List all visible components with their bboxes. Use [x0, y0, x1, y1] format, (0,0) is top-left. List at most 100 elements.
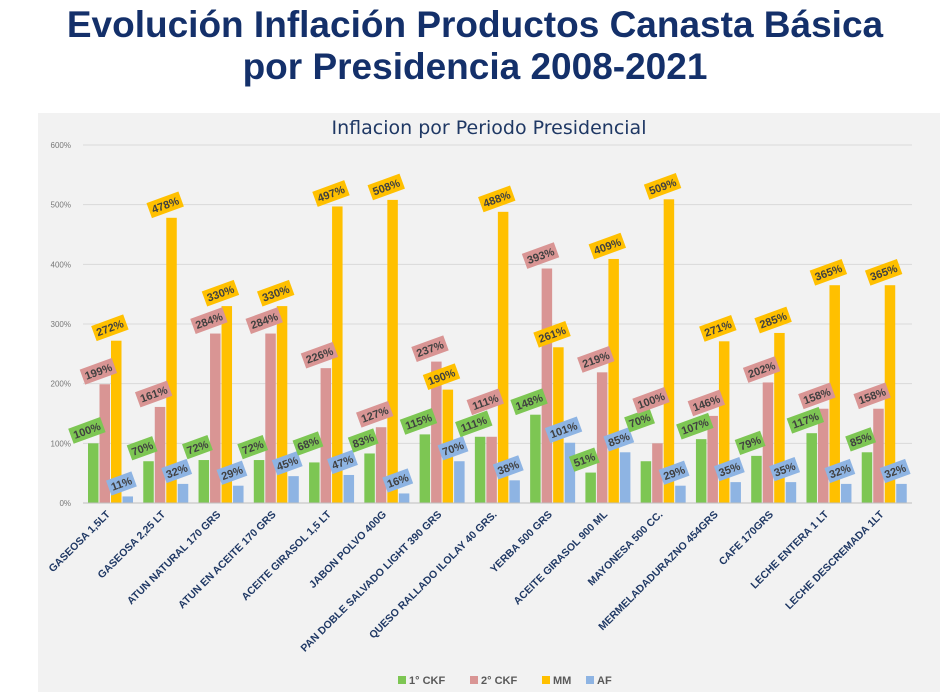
bar-MM-14	[884, 285, 896, 503]
bar-2CKF-8	[541, 268, 553, 503]
data-label: 79%	[734, 430, 766, 456]
bar-1CKF-1	[143, 461, 154, 503]
data-label-bg	[382, 468, 414, 493]
data-label-bg	[161, 458, 193, 484]
bar-AF-1	[177, 483, 189, 503]
data-label: 47%	[327, 449, 358, 475]
data-label: 488%	[478, 185, 516, 213]
data-label-bg	[544, 416, 583, 444]
chart-area: Inflacion por Periodo Presidencial 0% 100%…	[38, 113, 940, 692]
legend-swatch	[470, 676, 478, 684]
data-label: 85%	[845, 427, 877, 452]
bar-AF-14	[896, 483, 907, 503]
bar-1CKF-7	[474, 436, 486, 503]
data-label: 29%	[658, 460, 690, 485]
bar-AF-5	[398, 493, 410, 503]
bar-2CKF-6	[431, 361, 442, 503]
bar-MM-1	[166, 217, 177, 503]
data-label: 70%	[624, 408, 655, 433]
bar-AF-4	[343, 474, 355, 503]
data-label-bg	[624, 408, 655, 433]
data-label-bg	[478, 185, 516, 213]
data-label: 509%	[643, 173, 682, 200]
page-title: Evolución Inflación Productos Canasta Bá…	[0, 4, 950, 88]
data-label: 237%	[411, 335, 449, 362]
data-label-bg	[327, 449, 358, 475]
bar-MM-3	[276, 306, 288, 503]
bar-2CKF-0	[99, 384, 110, 503]
data-label-bg	[643, 173, 682, 200]
data-label-bg	[190, 307, 228, 334]
bar-1CKF-9	[585, 472, 596, 503]
data-label: 409%	[588, 232, 627, 260]
data-label-bg	[521, 242, 560, 269]
data-label-bg	[455, 410, 493, 438]
bar-MM-10	[663, 199, 675, 503]
y-tick-label: 100%	[51, 439, 71, 448]
data-label-bg	[786, 406, 825, 434]
data-label-bg	[510, 388, 548, 416]
bar-AF-3	[288, 476, 299, 503]
data-label: 365%	[864, 258, 903, 286]
data-label-bg	[754, 306, 792, 334]
data-label-bg	[216, 460, 248, 485]
data-label: 330%	[201, 279, 240, 307]
bar-AF-11	[730, 482, 741, 503]
data-label: 478%	[146, 191, 184, 219]
bar-1CKF-10	[640, 461, 652, 503]
bar-2CKF-11	[707, 415, 718, 503]
chart-title: Inflacion por Periodo Presidencial	[332, 117, 647, 139]
bar-MM-7	[497, 211, 509, 503]
data-label-bg	[845, 427, 877, 452]
data-label-bg	[687, 389, 726, 417]
category-label: QUESO RALLADO ILOLAY 40 GRS.	[367, 509, 500, 642]
data-label: 68%	[292, 431, 324, 456]
bar-AF-6	[454, 461, 465, 503]
bar-2CKF-10	[652, 443, 663, 503]
data-label-bg	[437, 436, 469, 461]
data-label: 72%	[237, 434, 269, 460]
data-label: 497%	[312, 180, 350, 207]
data-label: 35%	[769, 457, 801, 482]
data-label-bg	[367, 173, 405, 201]
bar-AF-12	[785, 482, 797, 503]
data-label: 16%	[382, 468, 414, 493]
bar-AF-0	[122, 496, 133, 503]
bar-1CKF-14	[861, 452, 873, 503]
legend-label: 1° CKF	[409, 675, 445, 687]
data-label-bg	[134, 380, 173, 408]
data-label-bg	[492, 455, 524, 480]
data-label: 83%	[347, 428, 379, 453]
data-label-bg	[533, 320, 571, 348]
data-label-bg	[237, 434, 269, 460]
bar-MM-13	[829, 285, 840, 503]
data-label-bg	[105, 471, 137, 496]
data-label-bg	[146, 191, 184, 219]
data-label-bg	[809, 258, 848, 286]
bar-2CKF-7	[486, 436, 497, 503]
data-label: 32%	[824, 458, 856, 484]
data-label-bg	[356, 400, 394, 428]
legend-swatch	[586, 676, 594, 684]
bar-1CKF-11	[695, 439, 707, 503]
y-tick-label: 300%	[51, 320, 71, 329]
legend-swatch	[542, 676, 550, 684]
data-label-bg	[312, 180, 350, 207]
data-label-bg	[271, 451, 303, 476]
legend-label: 2° CKF	[481, 675, 517, 687]
data-label-bg	[300, 341, 339, 369]
bar-2CKF-5	[375, 427, 387, 503]
data-label-bg	[256, 279, 295, 307]
bar-AF-2	[233, 485, 244, 503]
category-label: ACEITE GIRASOL 900 ML	[511, 508, 610, 607]
data-label: 285%	[754, 306, 792, 334]
data-label: 35%	[713, 457, 745, 482]
bar-AF-9	[619, 452, 631, 503]
data-label: 365%	[809, 258, 848, 286]
bar-2CKF-4	[320, 368, 332, 503]
data-label: 51%	[568, 447, 600, 472]
bar-1CKF-4	[309, 462, 320, 503]
category-label: ATUN NATURAL 170 GRS	[125, 509, 223, 607]
data-label-bg	[588, 232, 627, 260]
data-label: 393%	[521, 242, 560, 269]
